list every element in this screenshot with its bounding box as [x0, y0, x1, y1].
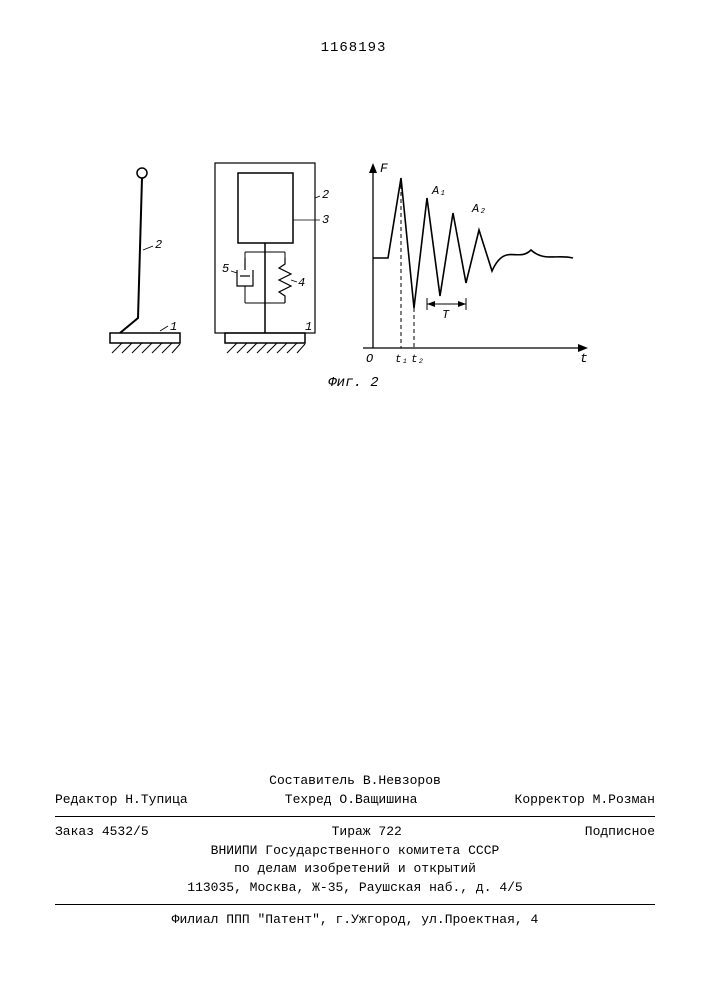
- compiler-name: В.Невзоров: [363, 773, 441, 788]
- techred-label: Техред: [285, 792, 332, 807]
- org-line1: ВНИИПИ Государственного комитета СССР: [55, 842, 655, 861]
- tick-t2: t₂: [411, 354, 424, 366]
- branch: Филиал ППП "Патент", г.Ужгород, ул.Проек…: [55, 911, 655, 930]
- divider-2: [55, 904, 655, 905]
- label-4: 4: [298, 276, 305, 290]
- address1: 113035, Москва, Ж-35, Раушская наб., д. …: [55, 879, 655, 898]
- footer-block: Составитель В.Невзоров Редактор Н.Тупица…: [55, 772, 655, 930]
- corrector-label: Корректор: [515, 792, 585, 807]
- document-number: 1168193: [0, 40, 707, 56]
- order-value: 4532/5: [102, 824, 149, 839]
- origin-label: O: [366, 352, 373, 366]
- oscillation-curve: [373, 178, 573, 308]
- org-line2: по делам изобретений и открытий: [55, 860, 655, 879]
- corrector-name: М.Розман: [593, 792, 655, 807]
- x-axis-label: t: [580, 351, 588, 366]
- panel-chart: F t O t₁ t₂ A₁ A₂ T: [363, 161, 588, 366]
- techred-name: О.Ващишина: [339, 792, 417, 807]
- figure: 1 2: [100, 158, 590, 368]
- label-1b: 1: [305, 320, 312, 334]
- editor-label: Редактор: [55, 792, 117, 807]
- panel-schematic: 1 2 3 4 5: [215, 163, 329, 353]
- period-label: T: [442, 308, 450, 322]
- figure-caption: Фиг. 2: [0, 375, 707, 391]
- tick-t1: t₁: [395, 354, 408, 366]
- sub-label: Подписное: [585, 823, 655, 842]
- order-label: Заказ: [55, 824, 94, 839]
- divider-1: [55, 816, 655, 817]
- peak-a2: A₂: [471, 202, 486, 216]
- tirage-label: Тираж: [332, 824, 371, 839]
- label-5: 5: [222, 262, 229, 276]
- tirage-value: 722: [378, 824, 401, 839]
- editor-name: Н.Тупица: [125, 792, 187, 807]
- figure-svg: 1 2: [100, 158, 590, 368]
- label-2a: 2: [155, 238, 162, 252]
- label-3: 3: [322, 213, 329, 227]
- label-2b: 2: [322, 188, 329, 202]
- compiler-label: Составитель: [269, 773, 355, 788]
- label-1a: 1: [170, 320, 177, 334]
- y-axis-label: F: [380, 161, 388, 176]
- peak-a1: A₁: [431, 184, 446, 198]
- panel-pendulum: 1 2: [110, 168, 180, 353]
